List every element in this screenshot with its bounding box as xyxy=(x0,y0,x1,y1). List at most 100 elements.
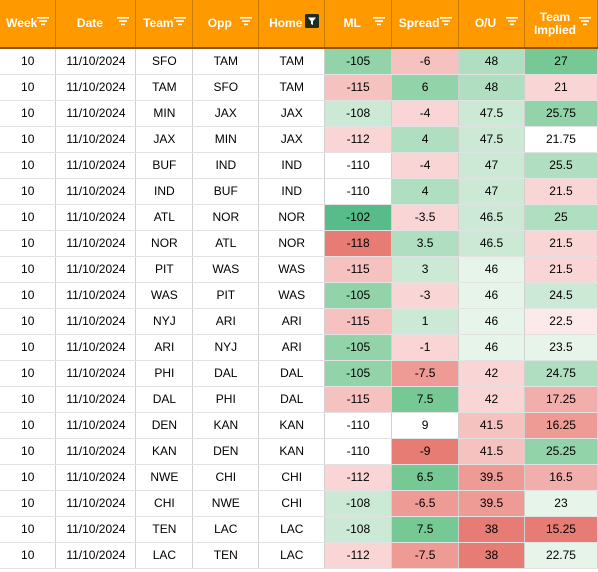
cell-week[interactable]: 10 xyxy=(0,412,57,439)
cell-home[interactable]: LAC xyxy=(258,542,326,569)
cell-home[interactable]: CHI xyxy=(258,464,326,491)
cell-week[interactable]: 10 xyxy=(0,516,57,543)
cell-ml[interactable]: -110 xyxy=(324,412,393,439)
cell-opp[interactable]: NYJ xyxy=(192,334,260,361)
cell-week[interactable]: 10 xyxy=(0,74,57,101)
cell-implied[interactable]: 22.75 xyxy=(524,542,598,569)
cell-team[interactable]: SFO xyxy=(135,48,194,75)
filter-menu-icon[interactable] xyxy=(505,16,518,26)
cell-week[interactable]: 10 xyxy=(0,178,57,205)
column-header-implied[interactable]: Team Implied xyxy=(524,0,598,49)
cell-spread[interactable]: -1 xyxy=(391,334,460,361)
cell-ou[interactable]: 46 xyxy=(458,282,525,309)
cell-date[interactable]: 11/10/2024 xyxy=(55,490,137,517)
cell-team[interactable]: NWE xyxy=(135,464,194,491)
cell-ou[interactable]: 41.5 xyxy=(458,438,525,465)
cell-date[interactable]: 11/10/2024 xyxy=(55,334,137,361)
cell-date[interactable]: 11/10/2024 xyxy=(55,360,137,387)
cell-team[interactable]: IND xyxy=(135,178,194,205)
cell-spread[interactable]: -7.5 xyxy=(391,542,460,569)
cell-opp[interactable]: LAC xyxy=(192,516,260,543)
cell-ml[interactable]: -102 xyxy=(324,204,393,231)
cell-week[interactable]: 10 xyxy=(0,386,57,413)
cell-opp[interactable]: WAS xyxy=(192,256,260,283)
cell-spread[interactable]: -6.5 xyxy=(391,490,460,517)
cell-implied[interactable]: 21 xyxy=(524,74,598,101)
cell-week[interactable]: 10 xyxy=(0,438,57,465)
cell-home[interactable]: TAM xyxy=(258,48,326,75)
filter-menu-icon[interactable] xyxy=(240,16,253,26)
cell-implied[interactable]: 27 xyxy=(524,48,598,75)
cell-team[interactable]: BUF xyxy=(135,152,194,179)
cell-implied[interactable]: 17.25 xyxy=(524,386,598,413)
cell-implied[interactable]: 25.5 xyxy=(524,152,598,179)
cell-week[interactable]: 10 xyxy=(0,126,57,153)
cell-opp[interactable]: PIT xyxy=(192,282,260,309)
cell-date[interactable]: 11/10/2024 xyxy=(55,516,137,543)
cell-team[interactable]: ARI xyxy=(135,334,194,361)
cell-spread[interactable]: -9 xyxy=(391,438,460,465)
cell-implied[interactable]: 22.5 xyxy=(524,308,598,335)
cell-team[interactable]: TAM xyxy=(135,74,194,101)
cell-ml[interactable]: -118 xyxy=(324,230,393,257)
cell-ou[interactable]: 41.5 xyxy=(458,412,525,439)
cell-implied[interactable]: 23 xyxy=(524,490,598,517)
cell-spread[interactable]: -4 xyxy=(391,152,460,179)
cell-spread[interactable]: 4 xyxy=(391,126,460,153)
cell-home[interactable]: DAL xyxy=(258,360,326,387)
cell-implied[interactable]: 21.75 xyxy=(524,126,598,153)
cell-date[interactable]: 11/10/2024 xyxy=(55,438,137,465)
cell-date[interactable]: 11/10/2024 xyxy=(55,230,137,257)
cell-week[interactable]: 10 xyxy=(0,490,57,517)
cell-home[interactable]: IND xyxy=(258,178,326,205)
cell-date[interactable]: 11/10/2024 xyxy=(55,178,137,205)
filter-menu-icon[interactable] xyxy=(579,16,591,26)
cell-week[interactable]: 10 xyxy=(0,48,57,75)
cell-ml[interactable]: -105 xyxy=(324,282,393,309)
cell-opp[interactable]: DEN xyxy=(192,438,260,465)
cell-opp[interactable]: TAM xyxy=(192,48,260,75)
cell-home[interactable]: ARI xyxy=(258,308,326,335)
cell-date[interactable]: 11/10/2024 xyxy=(55,74,137,101)
cell-week[interactable]: 10 xyxy=(0,308,57,335)
cell-team[interactable]: NYJ xyxy=(135,308,194,335)
cell-home[interactable]: DAL xyxy=(258,386,326,413)
cell-team[interactable]: KAN xyxy=(135,438,194,465)
cell-ou[interactable]: 48 xyxy=(458,48,525,75)
cell-home[interactable]: WAS xyxy=(258,282,326,309)
cell-week[interactable]: 10 xyxy=(0,100,57,127)
cell-implied[interactable]: 21.5 xyxy=(524,178,598,205)
cell-spread[interactable]: -3.5 xyxy=(391,204,460,231)
cell-implied[interactable]: 15.25 xyxy=(524,516,598,543)
cell-ou[interactable]: 42 xyxy=(458,386,525,413)
cell-ml[interactable]: -108 xyxy=(324,490,393,517)
cell-home[interactable]: NOR xyxy=(258,204,326,231)
cell-ml[interactable]: -115 xyxy=(324,256,393,283)
cell-home[interactable]: KAN xyxy=(258,412,326,439)
cell-ml[interactable]: -115 xyxy=(324,308,393,335)
cell-opp[interactable]: IND xyxy=(192,152,260,179)
cell-opp[interactable]: ATL xyxy=(192,230,260,257)
cell-spread[interactable]: 1 xyxy=(391,308,460,335)
filter-menu-icon[interactable] xyxy=(373,16,386,26)
cell-ou[interactable]: 47.5 xyxy=(458,100,525,127)
filter-menu-icon[interactable] xyxy=(117,16,130,26)
cell-home[interactable]: LAC xyxy=(258,516,326,543)
cell-ml[interactable]: -110 xyxy=(324,152,393,179)
cell-implied[interactable]: 24.75 xyxy=(524,360,598,387)
cell-week[interactable]: 10 xyxy=(0,282,57,309)
cell-ml[interactable]: -108 xyxy=(324,516,393,543)
column-header-ou[interactable]: O/U xyxy=(458,0,525,49)
cell-week[interactable]: 10 xyxy=(0,152,57,179)
column-header-date[interactable]: Date xyxy=(55,0,137,49)
cell-home[interactable]: WAS xyxy=(258,256,326,283)
cell-ou[interactable]: 39.5 xyxy=(458,464,525,491)
cell-opp[interactable]: NOR xyxy=(192,204,260,231)
cell-ml[interactable]: -112 xyxy=(324,542,393,569)
cell-home[interactable]: ARI xyxy=(258,334,326,361)
cell-date[interactable]: 11/10/2024 xyxy=(55,464,137,491)
cell-opp[interactable]: CHI xyxy=(192,464,260,491)
cell-spread[interactable]: 6 xyxy=(391,74,460,101)
cell-ou[interactable]: 38 xyxy=(458,542,525,569)
cell-week[interactable]: 10 xyxy=(0,542,57,569)
